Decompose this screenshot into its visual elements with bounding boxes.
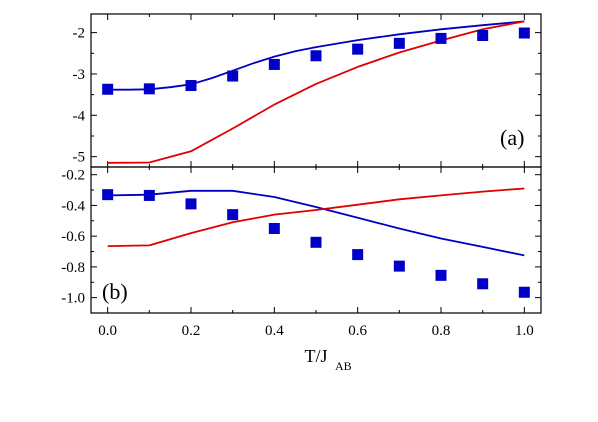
xtick-label: 1.0	[515, 323, 534, 339]
panel-b-line-blue	[107, 189, 525, 257]
panel-a-ytick-label: -5	[73, 150, 86, 166]
panel-b-ytick-label: -0.6	[61, 229, 85, 245]
panel-b-marker	[352, 249, 364, 261]
panel-b-marker	[102, 189, 114, 201]
panel-b-ytick-label: -0.4	[61, 198, 85, 214]
panel-a-line-red	[107, 20, 525, 164]
panel-a-marker	[268, 58, 280, 70]
x-axis-label-subscript: AB	[335, 359, 352, 373]
panel-a-marker	[477, 30, 489, 42]
panel-a-marker	[227, 70, 239, 82]
xtick-label: 0.8	[432, 323, 451, 339]
xtick-label: 0.0	[98, 323, 117, 339]
xtick-label: 0.2	[182, 323, 201, 339]
panel-a-marker	[435, 32, 447, 44]
panel-a-marker	[393, 37, 405, 49]
xtick-label: 0.6	[348, 323, 367, 339]
panel-b-marker	[393, 260, 405, 272]
panel-b-marker	[185, 198, 197, 210]
panel-b-marker	[268, 222, 280, 234]
panel-a-marker	[310, 50, 322, 62]
panel-b-marker	[518, 286, 530, 298]
x-axis-label: T/J	[304, 346, 327, 366]
panel-a-marker	[102, 83, 114, 95]
panel-a-ytick-label: -3	[73, 67, 86, 83]
xtick-label: 0.4	[265, 323, 284, 339]
panel-a-ytick-label: -2	[73, 26, 86, 42]
panel-b-marker	[435, 269, 447, 281]
panel-a-marker	[143, 83, 155, 95]
panel-a-line-blue	[107, 20, 525, 91]
panel-b-marker	[477, 278, 489, 290]
panel-a-marker	[352, 43, 364, 55]
panel-b-marker	[227, 209, 239, 221]
panel-b-label: (b)	[102, 279, 128, 304]
panel-b-ytick-label: -0.2	[61, 168, 85, 184]
panel-a-label: (a)	[500, 125, 524, 150]
panel-b-ytick-label: -1.0	[61, 291, 85, 307]
panel-a-ytick-label: -4	[73, 108, 86, 124]
panel-b-ytick-label: -0.8	[61, 260, 85, 276]
panel-a-marker	[518, 27, 530, 39]
panel-a-frame	[90, 13, 542, 168]
panel-b-marker	[310, 236, 322, 248]
panel-b-line-red	[107, 187, 525, 247]
panel-a-marker	[185, 80, 197, 92]
panel-b-marker	[143, 189, 155, 201]
